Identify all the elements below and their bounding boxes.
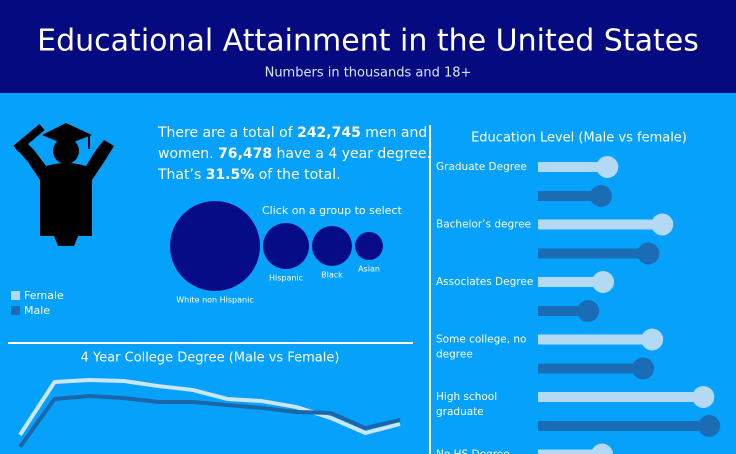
legend-swatch [11,291,20,300]
page-title: Educational Attainment in the United Sta… [37,24,699,59]
category-label: No HS Degree [436,449,510,454]
lollipop-head [651,213,674,236]
bubble[interactable] [354,231,384,261]
summary-line: That’s 31.5% of the total. [157,167,341,183]
summary-segment: have a 4 year degree. [272,146,431,162]
header-band [0,0,736,93]
legend-label: Male [24,304,50,317]
summary-segment: men and [361,125,427,141]
summary-line: There are a total of 242,745 men and [157,125,427,141]
category-label: Some college, no degree [436,334,527,361]
lollipop-head [591,443,613,454]
summary-segment: women. [158,146,218,162]
line-series [18,393,401,449]
summary-line: women. 76,478 have a 4 year degree. [158,146,431,162]
chart-title: 4 Year College Degree (Male vs Female) [81,351,340,366]
category-label: Bachelor’s degree [436,219,531,231]
lollipop-head [698,415,721,437]
bubble-label: Asian [358,265,380,274]
legend-swatch [11,306,20,315]
graduate-icon [13,123,114,246]
lollipop-head [577,300,600,322]
summary-segment: of the total. [254,167,340,183]
lollipop-head [592,271,615,293]
bubble-label: Black [321,270,343,279]
line-series [18,378,401,437]
lollipop-head [589,185,612,207]
chart-title: Education Level (Male vs female) [471,131,687,146]
bubble[interactable] [263,222,310,270]
category-label: High school graduate [436,391,497,418]
page-subtitle: Numbers in thousands and 18+ [265,66,472,81]
bubble-title: Click on a group to select [262,204,402,217]
summary-segment: That’s [157,167,206,183]
category-label: Graduate Degree [436,161,527,173]
lollipop-head [632,357,655,380]
legend-label: Female [24,289,64,302]
lollipop-head [692,386,715,408]
category-label: Associates Degree [436,276,533,288]
lollipop-head [641,328,664,351]
bubble-label: Hispanic [269,274,303,283]
summary-segment: There are a total of [157,125,297,141]
lollipop-head [596,156,619,178]
bubble[interactable] [312,226,352,266]
summary-segment: 31.5% [206,167,255,183]
lollipop-head [637,242,660,265]
bubble-label: White non Hispanic [176,296,253,305]
summary-segment: 76,478 [218,146,272,162]
bubble[interactable] [170,201,260,291]
summary-segment: 242,745 [297,125,361,141]
